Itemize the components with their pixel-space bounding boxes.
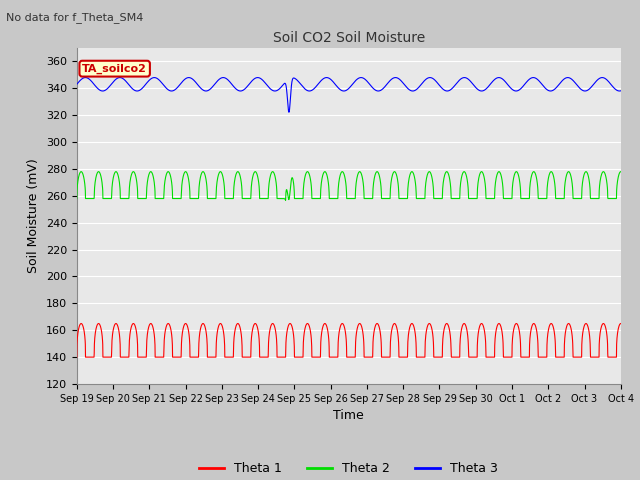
Text: TA_soilco2: TA_soilco2	[82, 63, 147, 74]
Title: Soil CO2 Soil Moisture: Soil CO2 Soil Moisture	[273, 32, 425, 46]
Text: No data for f_Theta_SM4: No data for f_Theta_SM4	[6, 12, 144, 23]
Y-axis label: Soil Moisture (mV): Soil Moisture (mV)	[28, 158, 40, 274]
Legend: Theta 1, Theta 2, Theta 3: Theta 1, Theta 2, Theta 3	[195, 457, 503, 480]
X-axis label: Time: Time	[333, 409, 364, 422]
